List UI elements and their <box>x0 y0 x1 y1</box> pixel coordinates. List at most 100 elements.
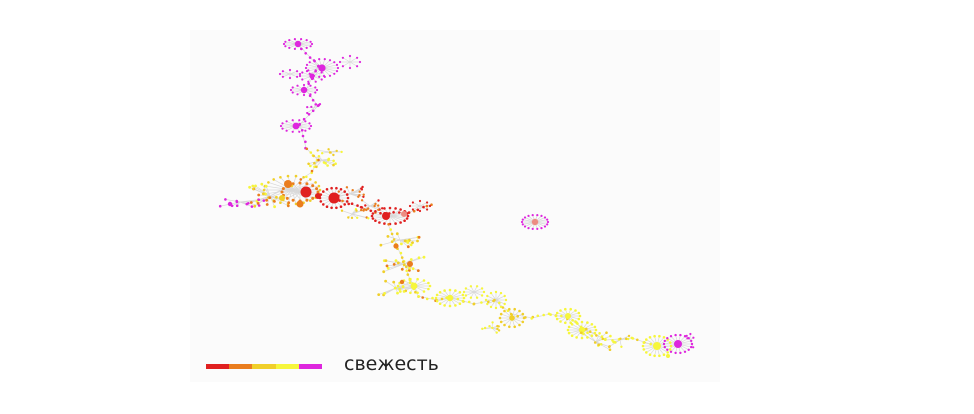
graph-node <box>645 338 648 341</box>
graph-node <box>402 263 406 267</box>
graph-node <box>345 200 349 203</box>
graph-edge <box>255 185 271 197</box>
graph-node <box>569 307 572 311</box>
graph-node <box>265 198 268 202</box>
graph-node <box>679 333 682 337</box>
graph-node <box>469 285 473 288</box>
graph-node <box>577 317 581 321</box>
graph-node <box>312 59 316 62</box>
graph-node <box>481 327 484 330</box>
graph-node <box>417 295 421 298</box>
graph-node <box>399 251 403 255</box>
graph-node <box>335 186 338 190</box>
graph-node <box>448 288 452 292</box>
graph-edge <box>291 182 316 191</box>
graph-node <box>407 211 411 214</box>
graph-node <box>503 302 506 306</box>
graph-edge <box>490 299 497 308</box>
graph-node <box>318 75 321 78</box>
graph-node <box>309 40 312 43</box>
graph-node <box>494 306 498 310</box>
graph-node <box>350 202 354 205</box>
graph-node <box>305 182 309 186</box>
graph-node <box>409 291 412 295</box>
graph-node <box>428 204 432 208</box>
graph-node <box>564 307 567 311</box>
graph-node <box>374 202 377 206</box>
graph-node <box>390 240 394 244</box>
graph-node <box>364 204 367 207</box>
graph-node <box>381 207 384 210</box>
graph-node <box>645 351 648 354</box>
graph-node <box>540 214 543 217</box>
graph-edge <box>349 193 364 196</box>
graph-node <box>308 127 311 130</box>
graph-edge <box>619 335 630 341</box>
graph-node <box>487 300 490 304</box>
graph-node <box>590 334 594 338</box>
graph-node <box>630 336 634 340</box>
graph-node <box>418 209 422 213</box>
graph-node <box>305 175 308 179</box>
graph-node <box>554 314 558 318</box>
graph-node <box>314 69 317 72</box>
graph-node <box>611 339 614 342</box>
graph-node <box>399 279 405 285</box>
graph-node <box>536 314 540 318</box>
graph-node <box>311 109 315 113</box>
graph-node <box>480 301 483 304</box>
graph-node <box>320 71 323 74</box>
graph-node <box>385 264 389 268</box>
graph-node <box>627 334 631 338</box>
graph-node <box>669 335 673 338</box>
graph-node <box>408 269 411 272</box>
graph-node <box>371 212 375 215</box>
graph-edge <box>587 332 597 343</box>
graph-node <box>422 290 426 293</box>
graph-node <box>335 70 339 73</box>
graph-node <box>499 312 503 316</box>
graph-node <box>309 93 312 96</box>
graph-node <box>412 209 416 213</box>
graph-edge <box>317 150 331 153</box>
graph-node <box>598 332 601 335</box>
graph-node <box>339 205 343 208</box>
graph-node <box>408 238 411 242</box>
graph-node <box>518 323 521 327</box>
graph-edge <box>349 189 363 195</box>
graph-node <box>543 216 547 219</box>
graph-node <box>293 38 296 41</box>
graph-node <box>456 297 460 301</box>
graph-node <box>418 199 422 203</box>
graph-node <box>300 47 303 51</box>
graph-node <box>666 351 669 354</box>
graph-node <box>325 205 329 208</box>
graph-node <box>546 218 549 221</box>
graph-node <box>488 325 491 328</box>
graph-node <box>374 210 377 213</box>
graph-node <box>571 319 574 322</box>
graph-node <box>291 91 294 94</box>
graph-node <box>341 65 344 68</box>
graph-node <box>605 331 608 335</box>
graph-node <box>309 124 313 128</box>
graph-node <box>335 206 338 210</box>
legend-swatch-red <box>206 364 230 369</box>
graph-node <box>546 220 550 224</box>
graph-node <box>392 211 395 214</box>
graph-node <box>361 185 364 189</box>
graph-node <box>304 140 307 144</box>
graph-node <box>245 202 249 206</box>
graph-node <box>400 267 404 271</box>
graph-node <box>595 334 598 337</box>
graph-node <box>251 184 255 188</box>
graph-node <box>296 70 299 73</box>
graph-node <box>462 296 466 300</box>
graph-node <box>345 186 349 189</box>
graph-node <box>523 225 527 228</box>
graph-node <box>387 223 390 226</box>
graph-node <box>604 337 607 341</box>
graph-node <box>484 298 488 302</box>
graph-node <box>315 88 319 92</box>
graph-node <box>642 341 646 344</box>
